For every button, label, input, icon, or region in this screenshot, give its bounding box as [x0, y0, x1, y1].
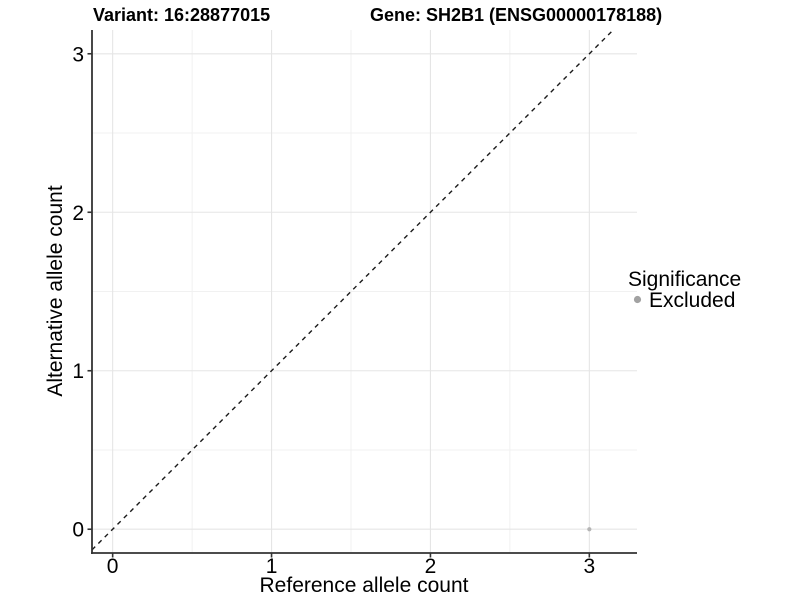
x-tick-labels: 0 1 2 3	[107, 555, 595, 578]
data-points	[587, 527, 592, 532]
y-tick-labels: 0 1 2 3	[72, 43, 84, 541]
x-axis-label: Reference allele count	[260, 574, 469, 597]
y-axis-label: Alternative allele count	[44, 185, 67, 396]
axis-ticks	[87, 52, 591, 558]
legend-key-dot	[633, 295, 642, 304]
plot-title-gene: Gene: SH2B1 (ENSG00000178188)	[370, 5, 662, 25]
y-tick-label: 0	[72, 519, 84, 542]
x-tick-label: 3	[583, 555, 595, 578]
identity-line	[91, 29, 614, 551]
y-tick-label: 1	[72, 360, 84, 383]
legend: Significance Excluded	[628, 268, 741, 312]
x-tick-label: 1	[266, 555, 278, 578]
legend-title: Significance	[628, 268, 741, 291]
data-point	[587, 527, 592, 532]
grid-major	[92, 30, 637, 553]
y-tick-label: 3	[72, 43, 84, 66]
plot-title-variant: Variant: 16:28877015	[93, 5, 270, 25]
legend-item-label: Excluded	[649, 289, 735, 312]
grid-minor	[92, 30, 637, 553]
x-tick-label: 0	[107, 555, 119, 578]
axis-lines	[91, 30, 637, 554]
x-tick-label: 2	[425, 555, 437, 578]
y-tick-label: 2	[72, 202, 84, 225]
